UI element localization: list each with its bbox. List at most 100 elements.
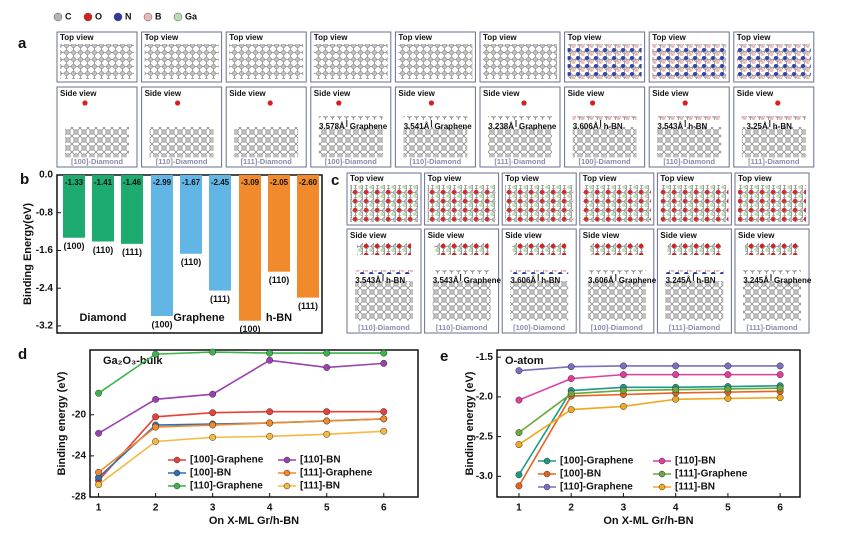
layer-atoms <box>743 270 801 274</box>
x-tick-label: 3 <box>621 503 627 514</box>
series-line <box>98 359 384 434</box>
top-view-label: Top view <box>505 174 539 183</box>
y-tick-label: -3.2 <box>36 321 54 332</box>
data-point <box>724 371 732 379</box>
adatom <box>775 100 781 106</box>
structure-caption: [110]-Diamond <box>358 323 410 332</box>
top-view-image <box>736 44 811 79</box>
data-point <box>209 433 217 441</box>
data-point <box>380 359 388 367</box>
legend-marker <box>543 470 551 478</box>
y-tick-label: -2.5 <box>476 431 494 442</box>
adatom <box>682 100 688 106</box>
top-view-image <box>652 44 727 79</box>
side-view-slab <box>657 127 722 158</box>
top-view-image <box>144 44 219 79</box>
data-point <box>567 375 575 383</box>
structure-column: Top view Side view 3.543Å h-BN [110]-Diamond <box>648 31 730 168</box>
adatom <box>267 100 273 106</box>
atom-label: C <box>65 11 72 21</box>
side-view-label: Side view <box>583 231 620 240</box>
y-axis-label: Binding Energy(eV) <box>22 203 34 305</box>
bar-value-label: -1.67 <box>182 178 201 187</box>
data-point <box>776 362 784 370</box>
oxide-layer <box>357 243 411 255</box>
series-line <box>518 387 781 434</box>
legend-label: [111]-BN <box>300 481 340 492</box>
x-tick-label: 1 <box>516 503 522 514</box>
layer-label: Graphene <box>519 122 557 131</box>
side-view-label: Side view <box>737 89 774 98</box>
layer-atoms <box>510 270 569 274</box>
y-tick-label: -3.0 <box>476 471 494 482</box>
side-view-label: Side view <box>428 231 465 240</box>
data-point <box>567 390 575 398</box>
top-view-label: Top view <box>145 33 179 42</box>
distance-label: 3.541Å <box>404 122 430 131</box>
oxide-layer <box>589 243 644 255</box>
layer-atoms <box>318 116 383 120</box>
series-line <box>518 390 781 487</box>
series-line <box>98 430 384 486</box>
structure-caption: [110]-Diamond <box>663 157 715 166</box>
side-view-slab <box>403 127 468 158</box>
structure-caption: [100]-Diamond <box>591 323 644 332</box>
top-view-label: Top view <box>738 174 772 183</box>
data-point <box>323 430 331 438</box>
bar-value-label: -1.46 <box>123 178 142 187</box>
top-view-label: Top view <box>652 33 686 42</box>
x-axis-label: On X-ML Gr/h-BN <box>603 515 693 527</box>
data-point <box>152 350 160 358</box>
side-view-slab <box>510 281 569 321</box>
legend-marker <box>543 483 551 491</box>
top-view-image <box>427 185 496 222</box>
top-view-label: Top view <box>568 33 602 42</box>
plot-frame <box>496 349 801 498</box>
atom-swatch <box>143 12 153 22</box>
structure-caption: [111]-Diamond <box>494 157 546 166</box>
layer-label: h-BN <box>688 122 707 131</box>
legend-label: [111]-BN <box>675 482 715 493</box>
structure-caption: [111]-Diamond <box>748 157 800 166</box>
data-point <box>266 356 274 364</box>
data-point <box>672 362 680 370</box>
bar-value-label: -2.45 <box>211 178 230 187</box>
layer-atoms <box>741 116 806 120</box>
distance-label: 3.543Å <box>355 276 381 285</box>
data-point <box>776 394 784 402</box>
layer-label: h-BN <box>604 122 623 131</box>
x-tick-label: 2 <box>153 503 159 514</box>
distance-label: 3.245Å <box>666 276 692 285</box>
bar <box>121 175 143 244</box>
atom-swatch <box>173 12 183 22</box>
side-view-label: Side view <box>660 231 697 240</box>
side-view-label: Side view <box>652 89 689 98</box>
top-view-label: Top view <box>483 33 517 42</box>
side-view-slab <box>741 127 806 158</box>
bar-value-label: -1.33 <box>65 178 84 187</box>
structure-column: Top view Side view 3.578Å Graphene [100]-Dia… <box>310 31 392 168</box>
top-view-label: Top view <box>737 33 771 42</box>
data-point <box>95 481 103 489</box>
data-point <box>724 395 732 402</box>
adatom <box>521 100 527 106</box>
top-view-image <box>567 44 642 79</box>
structure-column: Top view Side view 3.543Å Graphene [110]-Dia… <box>424 172 501 334</box>
y-tick-label: -24 <box>72 451 87 462</box>
legend-label: [110]-Graphene <box>560 482 633 493</box>
series-line <box>98 351 384 394</box>
x-tick-label: 4 <box>673 503 679 514</box>
x-tick-label: 4 <box>267 503 273 514</box>
legend-marker <box>283 456 291 464</box>
data-point <box>515 482 523 490</box>
layer-atoms <box>403 116 468 120</box>
layer-label: Graphene <box>619 276 657 285</box>
side-view-label: Side view <box>505 231 542 240</box>
bar-value-label: -2.99 <box>153 178 172 187</box>
side-view-label: Side view <box>738 231 775 240</box>
legend-marker <box>658 470 666 478</box>
layer-atoms <box>665 270 724 274</box>
legend-label: [100]-Graphene <box>560 456 634 467</box>
structure-column: Top view Side view 3.606Å h-BN [100]-Diamond <box>501 172 577 334</box>
top-view-label: Top view <box>660 174 694 183</box>
